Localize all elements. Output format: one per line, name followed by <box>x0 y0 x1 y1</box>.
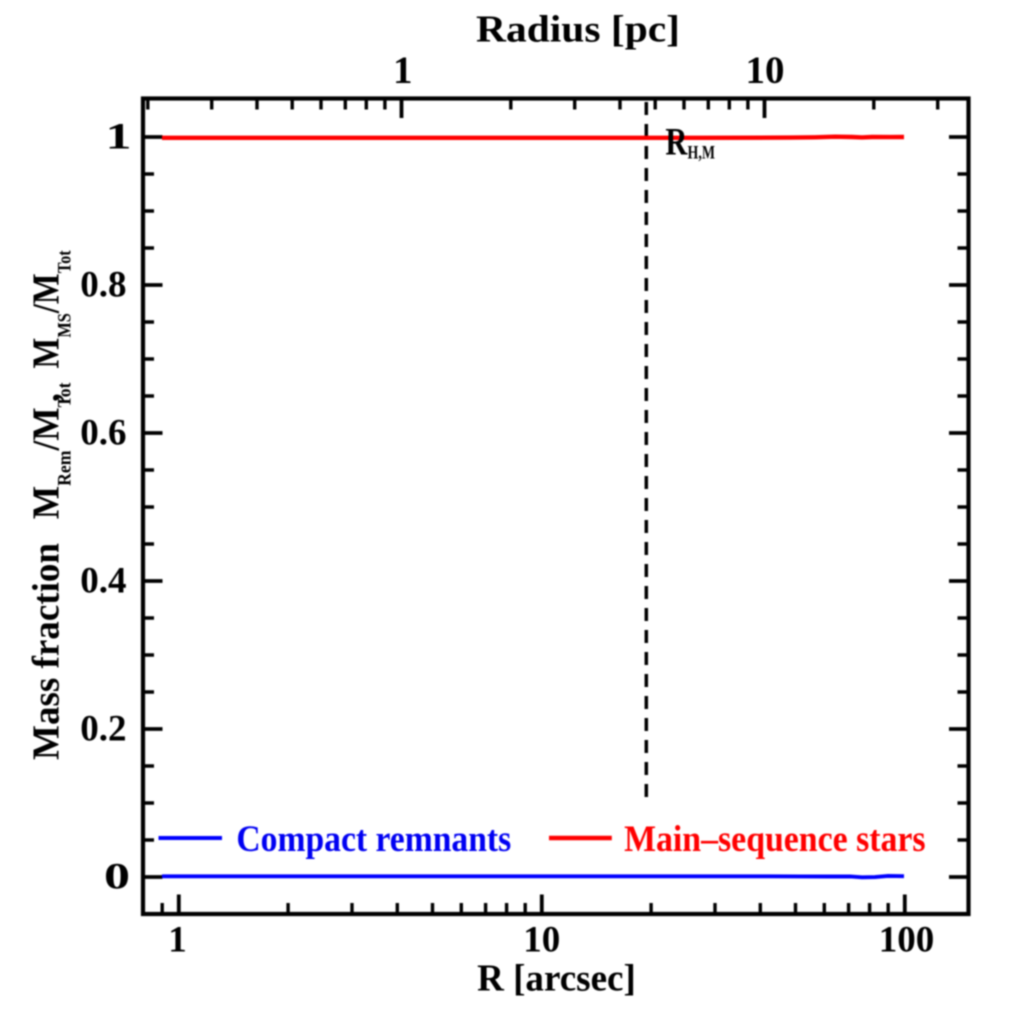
svg-text:0.4: 0.4 <box>80 561 126 602</box>
svg-text:0: 0 <box>104 857 130 898</box>
svg-text:Compact remnants: Compact remnants <box>236 819 511 860</box>
svg-text:MRem/MTot,: MRem/MTot, <box>24 382 74 520</box>
svg-text:R [arcsec]: R [arcsec] <box>477 958 636 1000</box>
svg-text:0.8: 0.8 <box>80 265 126 306</box>
svg-text:MMS/MTot: MMS/MTot <box>24 250 75 368</box>
svg-text:100: 100 <box>879 920 935 961</box>
svg-text:H,M: H,M <box>688 143 716 164</box>
svg-text:1: 1 <box>168 920 187 961</box>
svg-text:Mass fraction: Mass fraction <box>26 543 68 760</box>
svg-text:Radius [pc]: Radius [pc] <box>476 9 680 51</box>
svg-text:10: 10 <box>523 920 560 961</box>
svg-text:0.6: 0.6 <box>80 413 126 454</box>
svg-text:R: R <box>665 121 688 164</box>
svg-text:Main–sequence stars: Main–sequence stars <box>624 819 926 860</box>
svg-text:10: 10 <box>746 49 785 92</box>
svg-text:1: 1 <box>393 49 413 92</box>
svg-text:0.2: 0.2 <box>80 709 126 750</box>
svg-text:1: 1 <box>106 117 132 158</box>
